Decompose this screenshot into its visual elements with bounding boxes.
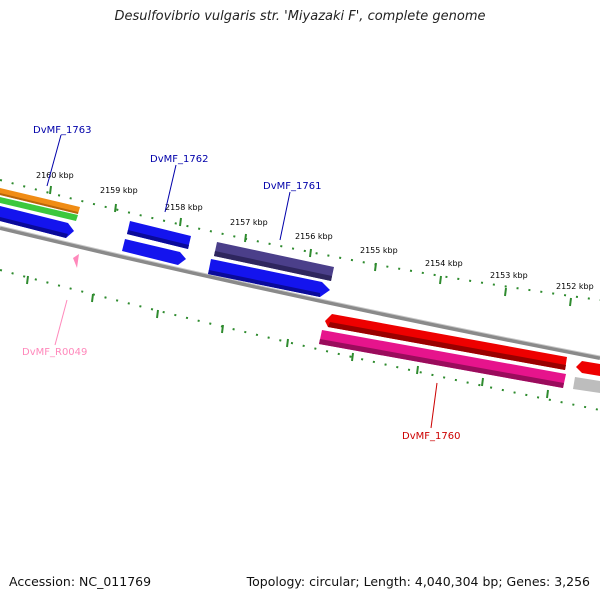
tick-label: 2154 kbp: [425, 259, 463, 268]
genome-backbone: [0, 226, 600, 360]
tick-label: 2157 kbp: [230, 218, 268, 227]
gene-dvmf-1761-shade: [214, 251, 332, 281]
gene-dvmf-r0049[interactable]: [73, 254, 79, 268]
gene-dvmf-1760-shade: [328, 322, 566, 370]
gene-labels: DvMF_1763 DvMF_1762 DvMF_1761 DvMF_1760 …: [22, 125, 460, 442]
gene-dvmf-1762-shade: [127, 230, 189, 249]
gene-red-right[interactable]: [576, 361, 600, 376]
gene-grey-right[interactable]: [573, 377, 600, 393]
tick-label: 2160 kbp: [36, 171, 74, 180]
gene-label-dvmf-1760: DvMF_1760: [402, 431, 460, 442]
tick-label: 2158 kbp: [165, 203, 203, 212]
tick-label: 2153 kbp: [490, 271, 528, 280]
lower-major-ticks: [26, 275, 549, 399]
gene-dvmf-1761b[interactable]: [208, 259, 330, 297]
label-leader-lines: [46, 134, 438, 429]
gene-green[interactable]: [0, 197, 78, 221]
tick-label: 2159 kbp: [100, 186, 138, 195]
gene-dvmf-1763-shade: [0, 217, 68, 238]
gene-orange-shade: [0, 193, 78, 214]
gene-dvmf-1763[interactable]: [0, 206, 74, 238]
gene-label-dvmf-1763: DvMF_1763: [33, 125, 91, 136]
genome-summary-text: Topology: circular; Length: 4,040,304 bp…: [246, 574, 590, 589]
tick-label: 2152 kbp: [556, 282, 594, 291]
gene-label-dvmf-r0049: DvMF_R0049: [22, 347, 87, 358]
tick-label: 2155 kbp: [360, 246, 398, 255]
map-title: Desulfovibrio vulgaris str. 'Miyazaki F'…: [114, 9, 486, 24]
accession-text: Accession: NC_011769: [9, 574, 152, 589]
tick-label: 2156 kbp: [295, 232, 333, 241]
gene-magenta-shade: [319, 339, 564, 388]
gene-orange[interactable]: [0, 188, 80, 214]
upper-major-ticks: [49, 185, 572, 307]
gene-label-dvmf-1761: DvMF_1761: [263, 181, 321, 192]
tick-labels: 2160 kbp 2159 kbp 2158 kbp 2157 kbp 2156…: [36, 171, 594, 291]
genome-backbone-highlight: [0, 225, 600, 357]
gene-dvmf-1762b[interactable]: [122, 239, 186, 265]
gene-label-dvmf-1762: DvMF_1762: [150, 154, 208, 165]
gene-dvmf-1761b-shade: [208, 270, 320, 297]
